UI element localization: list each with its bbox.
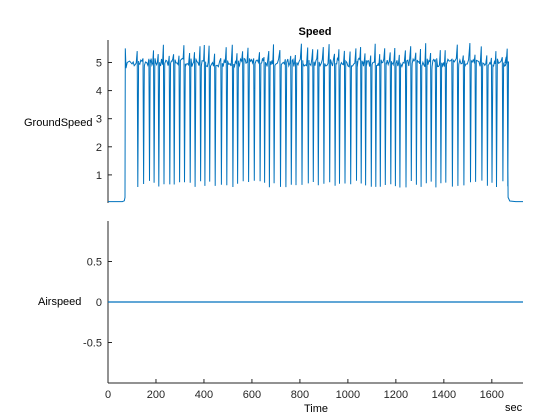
bottom-xlabel: Time [304, 403, 328, 415]
bottom-xtick-label: 0 [105, 389, 111, 401]
bottom-ytick-label: 0 [96, 297, 102, 309]
bottom-xtick-label: 1400 [432, 389, 456, 401]
bottom-xtick-label: 1000 [336, 389, 360, 401]
top-ytick-label: 1 [96, 170, 102, 182]
bottom-axes: Airspeed -0.5 0 0.5 0 200 400 600 800 1000 1200 1… [38, 221, 523, 415]
bottom-xunit: sec [505, 402, 523, 414]
top-axes: Speed GroundSpeed 1 2 3 4 5 [24, 26, 523, 203]
top-ytick-label: 3 [96, 114, 102, 126]
top-ylabel: GroundSpeed [24, 117, 93, 129]
bottom-xtick-label: 600 [243, 389, 261, 401]
bottom-xtick-label: 200 [147, 389, 165, 401]
top-ytick-label: 5 [96, 57, 102, 69]
top-ytick-label: 2 [96, 142, 102, 154]
bottom-xtick-label: 400 [195, 389, 213, 401]
bottom-ytick-label: 0.5 [87, 257, 102, 269]
bottom-xtick-label: 1600 [480, 389, 504, 401]
bottom-xtick-label: 800 [291, 389, 309, 401]
ground-speed-series [108, 43, 523, 202]
bottom-ytick-label: -0.5 [83, 338, 102, 350]
bottom-ylabel: Airspeed [38, 296, 81, 308]
bottom-xtick-label: 1200 [384, 389, 408, 401]
top-title: Speed [298, 26, 331, 38]
top-ytick-label: 4 [96, 86, 102, 98]
